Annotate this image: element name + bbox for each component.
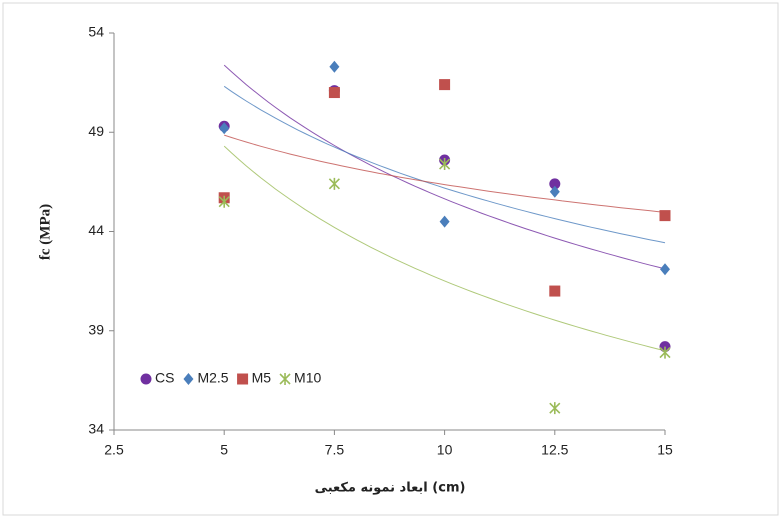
- marker: [549, 185, 560, 198]
- marker: [328, 177, 340, 190]
- marker: [439, 158, 451, 171]
- x-axis-label: ابعاد نمونه مکعبی (cm): [315, 481, 466, 496]
- marker: [549, 402, 561, 415]
- trendline: [223, 64, 666, 270]
- trendline: [223, 145, 666, 352]
- marker: [660, 263, 670, 276]
- legend-label: M5: [252, 370, 272, 386]
- marker: [329, 60, 340, 73]
- x-tick-label: 5: [220, 442, 228, 458]
- legend-item: M10: [279, 370, 321, 386]
- marker: [439, 215, 450, 228]
- trendline: [223, 85, 666, 244]
- legend-label: M10: [294, 370, 321, 386]
- marker: [237, 373, 249, 385]
- marker: [328, 87, 340, 99]
- x-tick-label: 10: [437, 442, 453, 458]
- marker: [183, 373, 194, 385]
- y-tick-label: 49: [88, 123, 104, 139]
- marker: [549, 178, 561, 190]
- marker: [659, 210, 671, 222]
- legend-item: M2.5: [183, 370, 229, 386]
- marker: [549, 285, 561, 297]
- legend-item: M5: [237, 370, 271, 386]
- y-tick-label: 44: [88, 222, 104, 238]
- marker: [279, 373, 291, 385]
- x-tick-label: 12.5: [541, 442, 568, 458]
- x-tick-label: 15: [657, 442, 673, 458]
- legend-label: CS: [155, 370, 174, 386]
- x-tick-label: 2.5: [104, 442, 124, 458]
- marker: [219, 122, 230, 135]
- marker: [218, 195, 230, 208]
- trendline: [224, 134, 666, 213]
- y-tick-label: 39: [88, 321, 104, 337]
- y-axis-label: fc (MPa): [37, 204, 53, 260]
- marker: [659, 346, 671, 359]
- marker: [439, 79, 451, 91]
- y-tick-label: 54: [88, 24, 104, 40]
- legend-label: M2.5: [197, 370, 228, 386]
- y-tick-label: 34: [88, 421, 104, 437]
- legend-item: CS: [140, 370, 174, 386]
- x-tick-label: 7.5: [325, 442, 345, 458]
- marker: [140, 373, 152, 385]
